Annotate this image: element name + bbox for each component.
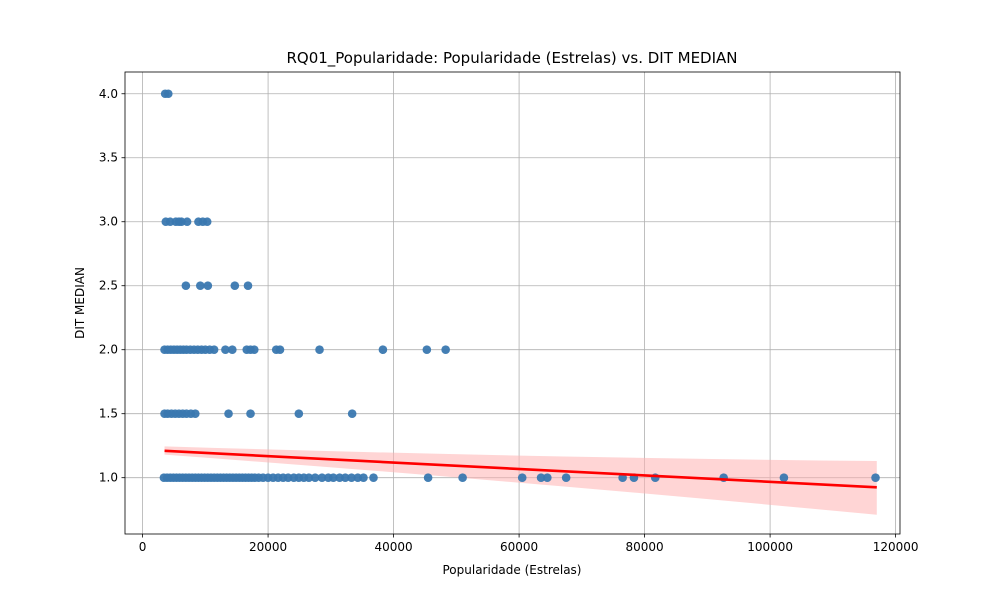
x-tick-label: 0 <box>139 540 147 554</box>
data-point <box>249 345 259 355</box>
data-point <box>458 473 467 482</box>
data-point <box>181 281 191 291</box>
data-point <box>561 473 571 482</box>
y-tick-label: 1.5 <box>99 407 118 421</box>
x-tick-label: 120000 <box>873 540 919 554</box>
data-point <box>246 409 255 419</box>
data-point <box>243 281 253 291</box>
y-tick-label: 3.5 <box>99 151 118 165</box>
y-tick-label: 2.0 <box>99 343 118 357</box>
data-point <box>543 473 552 482</box>
data-point <box>196 281 205 291</box>
plot-area-frame <box>124 71 901 535</box>
data-point <box>224 409 233 419</box>
data-point <box>230 281 240 291</box>
data-point <box>202 217 212 227</box>
y-axis-ticks: 1.0 1.5 2.0 2.5 3.0 3.5 4.0 <box>99 87 125 485</box>
data-point <box>359 473 368 482</box>
data-point <box>347 409 357 419</box>
x-tick-label: 40000 <box>374 540 412 554</box>
data-point <box>315 345 324 355</box>
data-point <box>203 281 213 291</box>
grid-lines <box>125 72 900 534</box>
data-point <box>441 345 450 355</box>
data-point <box>871 473 880 482</box>
data-point <box>329 473 338 482</box>
data-point <box>190 409 200 419</box>
x-tick-label: 20000 <box>249 540 287 554</box>
data-point <box>182 217 192 227</box>
y-tick-label: 4.0 <box>99 87 118 101</box>
data-point <box>340 473 350 482</box>
data-point <box>317 473 327 482</box>
data-point <box>536 473 546 482</box>
x-tick-label: 80000 <box>626 540 664 554</box>
y-axis-label: DIT MEDIAN <box>73 267 87 339</box>
data-point <box>294 409 304 419</box>
data-point <box>209 345 219 355</box>
data-point <box>423 473 433 482</box>
x-axis-ticks: 0 20000 40000 60000 80000 100000 120000 <box>139 534 919 554</box>
y-tick-label: 2.5 <box>99 279 118 293</box>
data-point <box>779 473 789 482</box>
data-point <box>304 473 314 482</box>
data-point <box>275 345 285 355</box>
chart-title: RQ01_Popularidade: Popularidade (Estrela… <box>286 49 737 68</box>
data-point <box>517 473 527 482</box>
y-tick-label: 3.0 <box>99 215 118 229</box>
data-point <box>310 473 320 482</box>
data-points <box>159 89 880 482</box>
data-point <box>221 345 230 355</box>
data-point <box>422 345 432 355</box>
x-tick-label: 60000 <box>500 540 538 554</box>
data-point <box>378 345 388 355</box>
data-point <box>347 473 356 482</box>
y-tick-label: 1.0 <box>99 471 118 485</box>
x-axis-label: Popularidade (Estrelas) <box>442 563 581 577</box>
regression-line <box>164 449 877 489</box>
data-point <box>163 89 173 99</box>
data-point <box>369 473 378 482</box>
data-point <box>228 345 237 355</box>
x-tick-label: 100000 <box>747 540 793 554</box>
